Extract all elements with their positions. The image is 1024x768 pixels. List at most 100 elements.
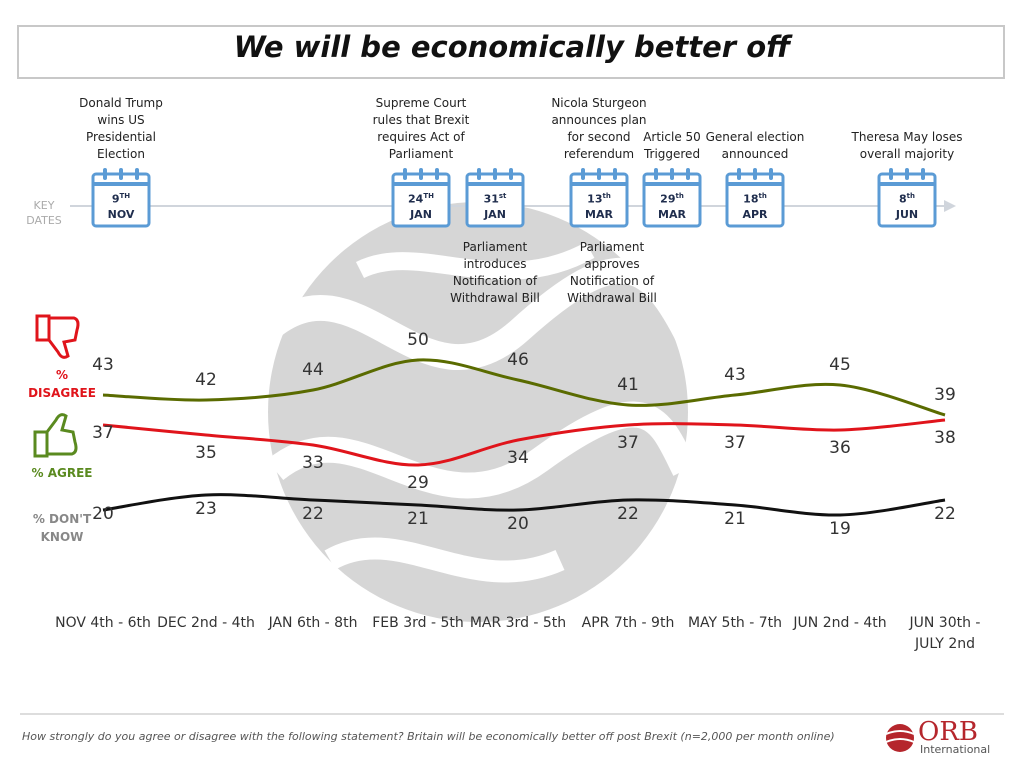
calendar-ring [905,168,909,180]
value-label: 43 [92,355,114,375]
event-note: Parliament approves Notification of With… [567,240,657,305]
value-label: 20 [92,504,114,524]
title: We will be economically better off [233,30,791,64]
calendar-ring [654,168,658,180]
calendar-ring [103,168,107,180]
thumbs-up-icon [33,413,78,458]
calendar-ring [921,168,925,180]
event-date: 13th MAR [574,189,624,222]
date-suffix: TH [119,192,131,200]
calendar-ring [670,168,674,180]
x-tick-label: MAR 3rd - 5th [469,615,567,631]
value-label: 37 [92,423,114,443]
date-month: JAN [484,207,506,221]
event-date: 9TH NOV [96,189,146,222]
event-date: 29th MAR [647,189,697,222]
event-note: Parliament introduces Notification of Wi… [450,240,540,305]
event-text: Supreme Court rules that Brexit requires… [372,96,470,161]
date-month: NOV [107,207,135,221]
series-line [102,493,946,517]
x-tick-label: DEC 2nd - 4th [157,615,255,631]
date-month: MAR [585,207,613,221]
value-label: 34 [507,448,529,468]
event-date: 31st JAN [470,189,520,222]
event-date: 18th APR [730,189,780,222]
calendar-ring [119,168,123,180]
date-suffix: TH [423,192,434,200]
title-box [17,25,1005,79]
value-label: 36 [829,438,851,458]
date-month: JUN [895,207,919,221]
calendar-ring [403,168,407,180]
legend-label: % DON'T KNOW [32,512,92,544]
value-label: 42 [195,370,217,390]
x-tick-label: FEB 3rd - 5th [372,615,464,631]
date-suffix: th [675,192,684,200]
value-label: 21 [407,509,429,529]
calendar-ring [419,168,423,180]
date-day: 29 [660,192,676,206]
date-day: 31 [483,192,499,206]
event-date: 8th JUN [882,189,932,222]
calendar-ring [477,168,481,180]
value-label: 39 [934,385,956,405]
x-tick-label: JUN 2nd - 4th [793,615,887,631]
footnote: How strongly do you agree or disagree wi… [22,730,835,743]
x-tick-label: JAN 6th - 8th [268,615,358,631]
event-text: Theresa May loses overall majority [851,130,963,161]
date-suffix: st [498,192,507,200]
key-dates-label: KEY DATES [26,199,62,227]
value-label: 45 [829,355,851,375]
value-label: 37 [724,433,746,453]
calendar-ring [493,168,497,180]
date-month: MAR [658,207,686,221]
value-label: 23 [195,499,217,519]
legend-label: % DISAGREE [28,368,96,400]
event-date: 24TH JAN [396,189,446,222]
orb-logo-mark [885,724,915,752]
event-text: General election announced [705,130,805,161]
date-month: JAN [410,207,432,221]
event-text: Nicola Sturgeon announces plan for secon… [551,96,647,161]
value-label: 44 [302,360,324,380]
value-label: 46 [507,350,529,370]
logo-subtitle: International [920,743,991,756]
x-tick-label: APR 7th - 9th [581,615,675,631]
calendar-ring [889,168,893,180]
value-label: 41 [617,375,639,395]
date-day: 9 [111,192,120,206]
calendar-ring [435,168,439,180]
globe-watermark [259,202,702,622]
event-text: Donald Trump wins US Presidential Electi… [79,96,163,161]
date-day: 18 [743,192,759,206]
date-day: 8 [899,192,907,206]
calendar-ring [613,168,617,180]
x-tick-label: NOV 4th - 6th [55,615,151,631]
date-month: APR [742,207,768,221]
calendar-ring [769,168,773,180]
series-line [102,358,946,417]
value-label: 29 [407,473,429,493]
date-suffix: th [602,192,611,200]
value-label: 22 [934,504,956,524]
value-label: 43 [724,365,746,385]
date-suffix: th [906,192,915,200]
thumbs-down-icon [35,314,80,359]
x-tick-label: MAY 5th - 7th [687,615,783,631]
date-suffix: th [758,192,767,200]
series-line [102,418,946,467]
value-label: 22 [617,504,639,524]
timeline-arrow [944,200,956,212]
value-label: 21 [724,509,746,529]
calendar-ring [686,168,690,180]
value-label: 22 [302,504,324,524]
x-tick-label: JUN 30th - JULY 2nd [909,615,981,652]
value-label: 33 [302,453,324,473]
date-day: 13 [587,192,603,206]
calendar-ring [753,168,757,180]
value-label: 20 [507,514,529,534]
calendar-ring [597,168,601,180]
value-label: 35 [195,443,217,463]
